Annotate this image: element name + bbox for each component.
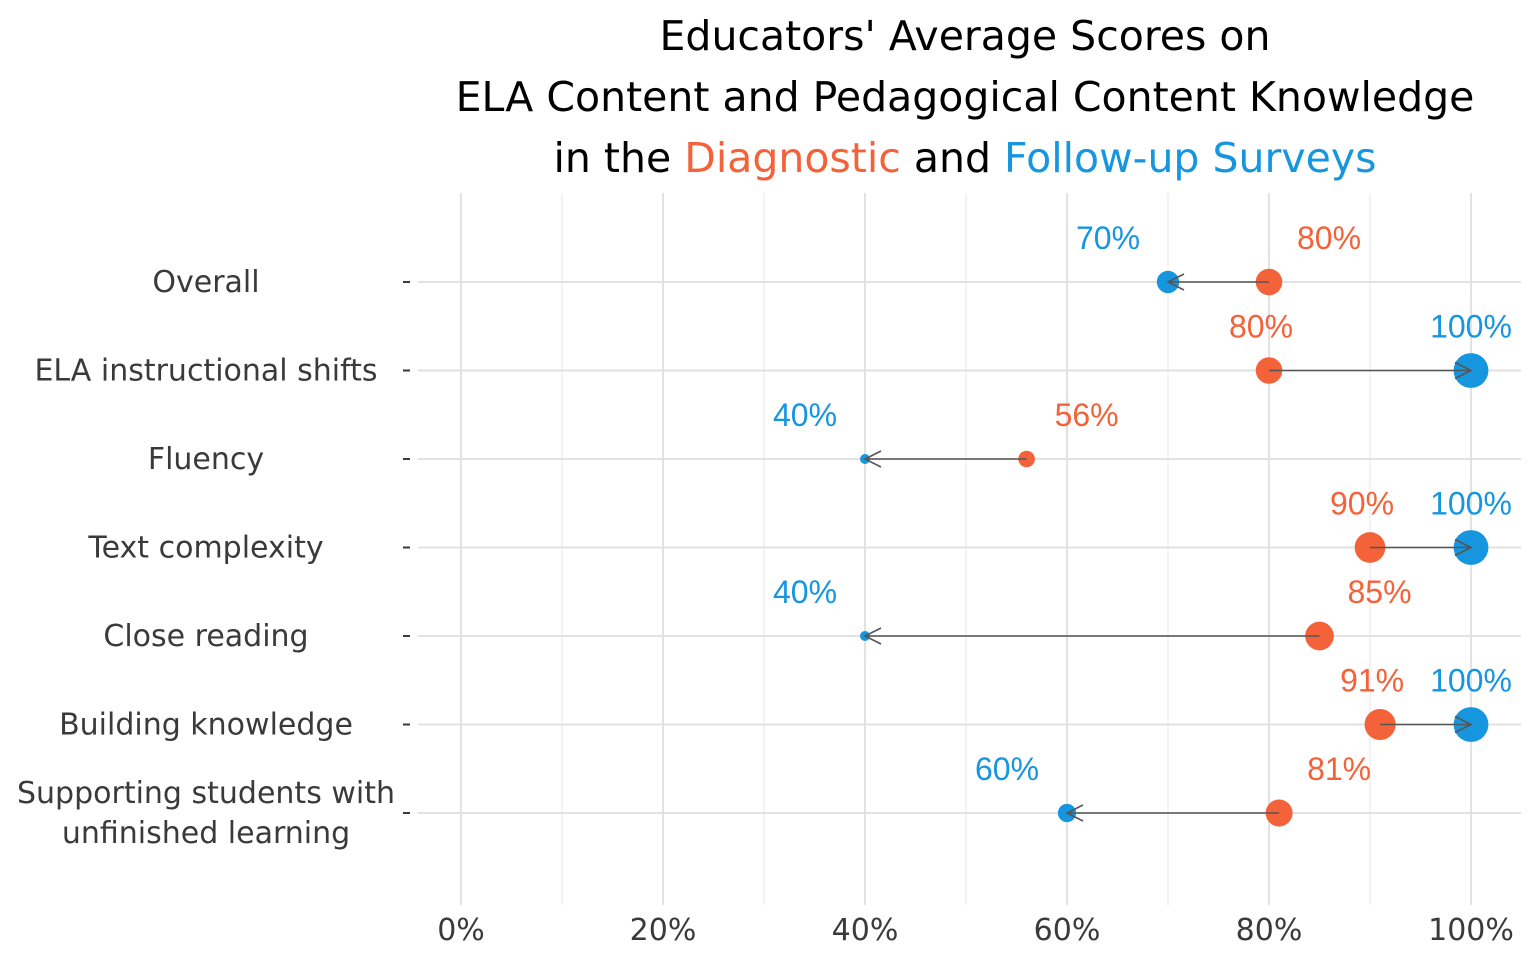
x-axis-ticks: 0% 20% 40% 60% 80% 100% (437, 913, 1514, 948)
follow-up-value-label: 60% (975, 751, 1039, 787)
diagnostic-value-label: 91% (1340, 663, 1404, 699)
title-mid: and (913, 134, 991, 182)
x-tick-label: 20% (630, 913, 697, 948)
chart-title: Educators' Average Scores on ELA Content… (380, 6, 1536, 189)
title-prefix: in the (553, 134, 672, 182)
change-arrow-head (863, 627, 882, 645)
category-label: ELA instructional shifts (34, 354, 377, 389)
category-label: Text complexity (87, 531, 323, 566)
diagnostic-value-label: 56% (1055, 397, 1119, 433)
diagnostic-value-label: 80% (1229, 309, 1293, 345)
category-label: unfinished learning (62, 816, 350, 851)
title-follow-up: Follow-up Surveys (1004, 134, 1377, 182)
x-tick-label: 40% (832, 913, 899, 948)
change-arrow-head (1454, 715, 1473, 734)
x-tick-label: 80% (1236, 913, 1303, 948)
change-arrow-head (1454, 538, 1473, 557)
diagnostic-value-label: 85% (1347, 574, 1411, 610)
diagnostic-value-label: 80% (1297, 220, 1361, 256)
category-labels: Overall ELA instructional shifts Fluency Te… (17, 265, 410, 851)
category-label: Supporting students with (17, 776, 395, 811)
change-arrow-head (1454, 361, 1473, 380)
change-arrow-head (1166, 273, 1185, 291)
category-label: Overall (152, 265, 259, 300)
title-line-3: in the Diagnostic and Follow-up Surveys (380, 128, 1536, 189)
title-line-2: ELA Content and Pedagogical Content Know… (455, 73, 1475, 121)
category-label: Building knowledge (59, 708, 353, 743)
x-tick-label: 60% (1034, 913, 1101, 948)
data-marks: 80% 70% 80% 100% 56% 40% 90% 100% 85% 40% 91% 100% 8… (773, 220, 1512, 827)
change-arrow-head (1065, 804, 1084, 822)
category-label: Close reading (103, 619, 308, 654)
x-tick-label: 0% (437, 913, 485, 948)
follow-up-value-label: 100% (1430, 486, 1512, 522)
change-arrow-head (863, 450, 882, 468)
diagnostic-value-label: 81% (1307, 751, 1371, 787)
follow-up-value-label: 40% (773, 574, 837, 610)
follow-up-value-label: 40% (773, 397, 837, 433)
diagnostic-value-label: 90% (1330, 486, 1394, 522)
title-line-1: Educators' Average Scores on (659, 12, 1271, 60)
title-diagnostic: Diagnostic (684, 134, 901, 182)
follow-up-value-label: 100% (1430, 663, 1512, 699)
x-tick-label: 100% (1428, 913, 1514, 948)
follow-up-value-label: 70% (1076, 220, 1140, 256)
category-label: Fluency (148, 442, 264, 477)
follow-up-value-label: 100% (1430, 309, 1512, 345)
